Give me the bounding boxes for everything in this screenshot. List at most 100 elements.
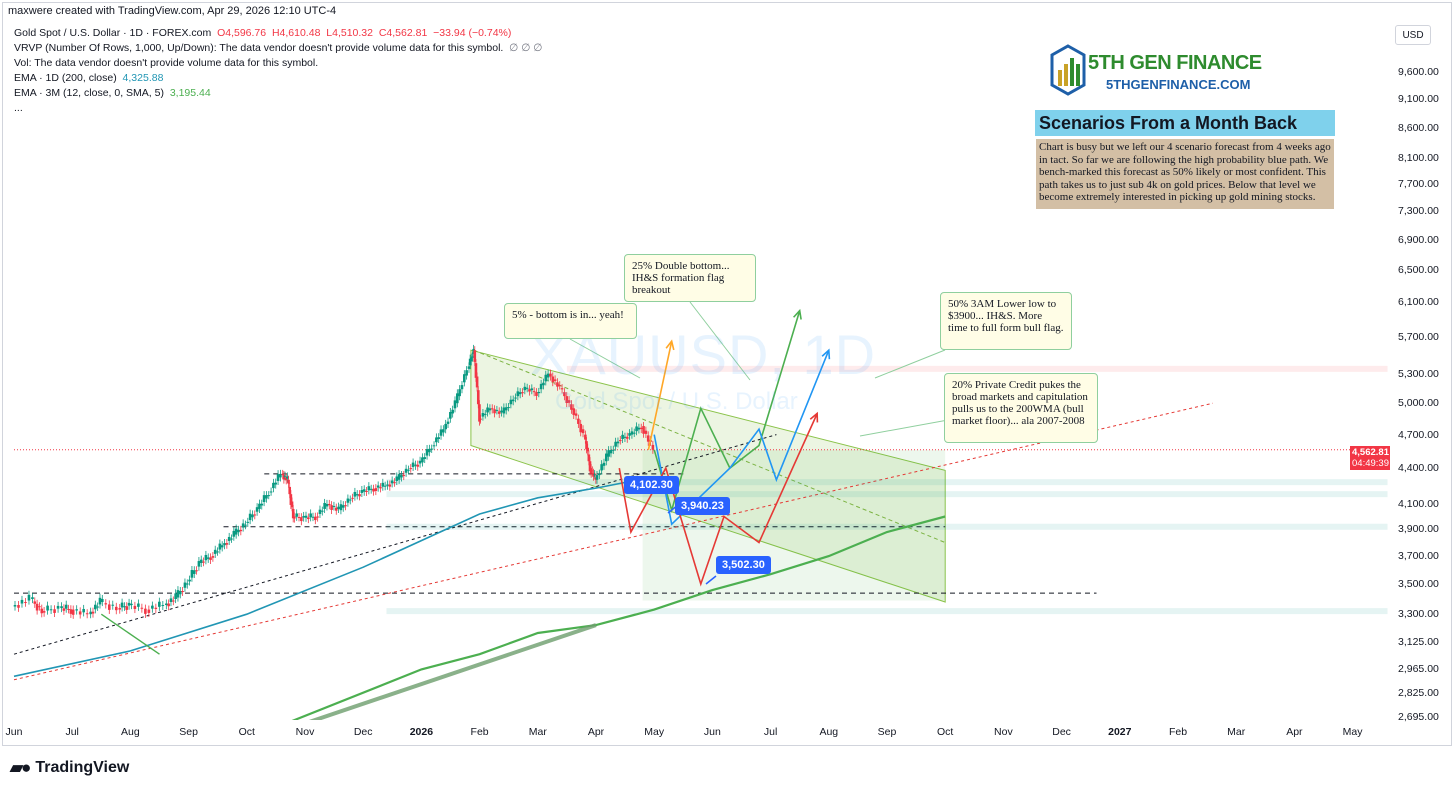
time-tick-label: Dec [353,726,373,738]
candle-body [40,608,44,614]
candle-body [287,479,290,484]
candle-body [593,474,596,476]
candle-body [314,516,317,521]
candle-body [158,601,161,607]
candle-body [478,404,481,422]
time-tick-label: May [644,726,665,738]
candle-body [351,497,354,499]
scenarios-title: Scenarios From a Month Back [1035,110,1335,136]
ema1-label: EMA · 1D (200, close) [14,72,117,84]
time-tick-label: Apr [1286,726,1303,738]
candle-body [509,399,513,405]
callout-red-scenario[interactable]: 20% Private Credit pukes the broad marke… [944,373,1098,443]
symbol-legend-row[interactable]: Gold Spot / U.S. Dollar · 1D · FOREX.com… [14,26,542,41]
candle-body [418,460,422,464]
candle-body [558,385,562,387]
candle-body [279,473,282,478]
candle-body [372,488,375,492]
level-label-3502[interactable]: 3,502.30 [716,556,771,574]
candle-body [281,473,285,476]
level-label-3940[interactable]: 3,940.23 [675,497,730,515]
candle-body [614,441,617,447]
candle-body [463,374,466,383]
candle-body [337,506,340,509]
time-tick-label: Dec [1052,726,1071,738]
callout-blue-scenario[interactable]: 50% 3AM Lower low to $3900... IH&S. More… [940,292,1072,350]
candle-body [475,376,479,388]
candle-body [120,602,124,608]
level-label-4102[interactable]: 4,102.30 [624,476,679,494]
candle-body [453,400,457,409]
candle-body [586,447,589,452]
candle-body [644,430,648,434]
candle-body [651,444,655,450]
candle-body [635,426,638,432]
callout-yellow-scenario[interactable]: 5% - bottom is in... yeah! [504,303,637,339]
ema1-legend-row[interactable]: EMA · 1D (200, close) 4,325.88 [14,71,542,86]
candle-body [195,570,198,572]
candle-body [581,429,585,434]
tradingview-logo-icon: ▰● [10,758,31,777]
candle-body [269,491,273,493]
currency-button[interactable]: USD [1395,25,1431,45]
candle-body [579,423,583,433]
high-value: H4,610.48 [271,27,321,39]
price-tick-label: 9,600.00 [1398,66,1439,78]
price-chart[interactable] [0,0,1392,720]
price-tick-label: 6,900.00 [1398,233,1439,246]
vrvp-legend-row[interactable]: VRVP (Number Of Rows, 1,000, Up/Down): T… [14,41,542,56]
candle-body [465,370,468,376]
scenarios-body: Chart is busy but we left our 4 scenario… [1036,139,1334,209]
candle-body [623,436,627,438]
projection-zone [642,449,946,601]
candle-body [67,608,70,610]
candle-body [395,476,399,481]
candle-body [190,569,194,578]
candle-body [383,485,387,487]
vol-legend-row[interactable]: Vol: The data vendor doesn't provide vol… [14,56,542,71]
price-tick-label: 9,100.00 [1398,93,1439,106]
time-axis[interactable]: Jun Jul Aug Sep Oct Nov Dec 2026 Feb Mar Apr May Jun… [2,721,1392,743]
candle-body [618,440,622,442]
price-axis[interactable]: 9,600.00 9,100.00 8,600.00 8,100.00 7,700.00… [1392,20,1450,723]
candle-body [637,427,641,430]
candle-body [75,609,78,611]
price-tick-label: 3,300.00 [1398,608,1439,621]
candle-body [323,502,326,509]
candle-body [542,382,545,386]
candle-body [130,603,133,606]
price-tick-label: 3,900.00 [1398,523,1439,536]
candle-body [216,551,219,553]
candle-body [493,409,496,414]
time-tick-label: Nov [295,726,315,738]
candle-body [572,408,576,415]
candle-body [293,516,296,519]
candle-body [511,399,515,402]
low-value: L4,510.32 [326,27,373,39]
ema2-label: EMA · 3M (12, close, 0, SMA, 5) [14,87,164,99]
candle-body [307,517,310,520]
candle-body [591,470,594,472]
candle-body [587,454,591,462]
candle-body [27,594,31,601]
price-tick-label: 7,300.00 [1398,205,1439,218]
price-tick-label: 6,100.00 [1398,296,1439,309]
logo-url: 5THGENFINANCE.COM [1106,77,1251,92]
candle-body [169,598,173,603]
candle-body [598,473,601,476]
tradingview-brand[interactable]: ▰● TradingView [10,758,129,778]
candle-body [85,613,89,615]
legend-more-button[interactable]: ... [14,102,23,114]
candle-body [17,605,20,608]
candle-body [563,392,566,397]
scenario-path-blue [653,349,830,526]
candle-body [332,505,336,507]
candle-body [428,448,431,453]
scenario-path-yellow-arrowhead [665,339,675,351]
candle-body [140,607,144,609]
candle-body [476,390,480,405]
callout-green-scenario[interactable]: 25% Double bottom... IH&S formation flag… [624,254,756,302]
ema2-legend-row[interactable]: EMA · 3M (12, close, 0, SMA, 5) 3,195.44 [14,86,542,101]
candle-body [348,499,352,501]
candle-body [449,412,452,419]
